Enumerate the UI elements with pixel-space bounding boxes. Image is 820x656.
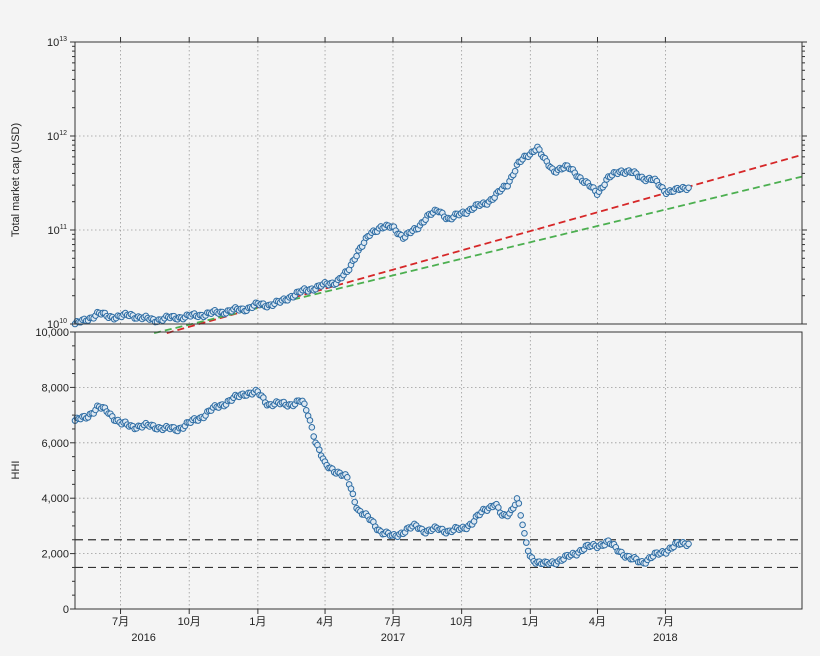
x-year-label: 2017	[381, 632, 405, 644]
hhi-point	[685, 540, 692, 548]
top-panel: 1010 1011 1012 1013 Total market cap (USD)	[10, 36, 807, 334]
bottom-y-tick-label: 4,000	[41, 493, 69, 505]
hhi-point	[521, 530, 528, 537]
x-year-label: 2016	[131, 632, 155, 644]
hhi-point	[302, 406, 310, 414]
hhi-point	[315, 446, 323, 454]
x-tick-label: 7月	[384, 616, 401, 628]
bottom-gridlines	[75, 332, 802, 609]
x-tick-label: 10月	[178, 616, 201, 628]
x-tick-label: 10月	[450, 616, 473, 628]
hhi-point	[523, 539, 530, 546]
top-market-cap-points	[71, 143, 692, 328]
market-cap-point	[353, 252, 360, 260]
bottom-y-tick-label: 0	[63, 604, 69, 616]
x-tick-label: 4月	[589, 616, 606, 628]
bottom-y-tick-label: 8,000	[41, 382, 69, 394]
x-tick-label: 1月	[522, 616, 539, 628]
bottom-y-axis-label: HHI	[10, 461, 22, 480]
top-y-tick-label: 1012	[47, 130, 67, 143]
bottom-y-tick-label: 10,000	[35, 327, 69, 339]
x-tick-label: 1月	[249, 616, 266, 628]
hhi-point	[306, 417, 314, 424]
hhi-point	[519, 521, 526, 529]
bottom-y-tick-label: 2,000	[41, 549, 69, 561]
market-cap-point	[601, 181, 608, 189]
top-y-ticks: 1010 1011 1012 1013	[47, 36, 807, 331]
hhi-point	[515, 500, 523, 507]
hhi-point	[343, 474, 351, 481]
top-y-axis-label: Total market cap (USD)	[10, 123, 22, 237]
top-gridlines	[75, 42, 802, 324]
x-tick-label: 7月	[657, 616, 674, 628]
bottom-y-ticks: 0 2,000 4,000 6,000 8,000 10,000	[35, 327, 75, 616]
hhi-point	[301, 400, 308, 408]
x-tick-label: 4月	[316, 616, 333, 628]
market-cap-point	[511, 167, 519, 175]
bottom-panel: 0 2,000 4,000 6,000 8,000 10,000 7月 10月 1月 4月 7月 1…	[10, 37, 803, 644]
x-year-label: 2018	[653, 632, 677, 644]
bottom-y-tick-label: 6,000	[41, 438, 69, 450]
hhi-point	[310, 433, 318, 440]
top-y-tick-label: 1011	[47, 224, 67, 237]
top-y-tick-label: 1010	[47, 318, 67, 331]
top-plot-frame	[74, 41, 803, 325]
bottom-hhi-points	[71, 386, 692, 568]
market-cap-point	[685, 184, 692, 192]
top-y-tick-label: 1013	[47, 36, 67, 49]
hhi-point	[495, 504, 502, 511]
hhi-point	[517, 512, 525, 519]
hhi-point	[349, 490, 357, 498]
hhi-point	[351, 498, 359, 506]
x-tick-label: 7月	[112, 616, 129, 628]
hhi-point	[308, 424, 316, 431]
